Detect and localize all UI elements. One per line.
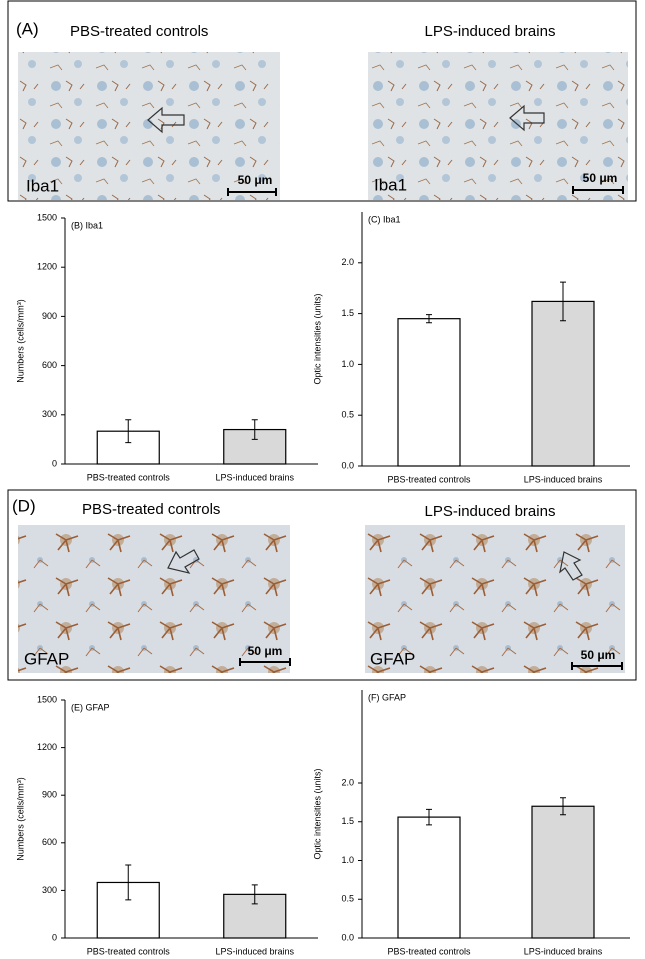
- scale-label: 50 μm: [581, 648, 616, 662]
- y-tick-label: 900: [42, 311, 57, 321]
- panel-title: PBS-treated controls: [82, 501, 220, 518]
- chart-title: (F) GFAP: [368, 692, 406, 702]
- y-tick-label: 2.0: [341, 777, 354, 787]
- stain-label: GFAP: [370, 649, 415, 668]
- scale-bar: [227, 188, 277, 196]
- arrow: [167, 549, 200, 574]
- x-tick-label: PBS-treated controls: [387, 946, 471, 956]
- y-tick-label: 0.5: [341, 894, 354, 904]
- y-tick-label: 300: [42, 885, 57, 895]
- error-bar: [426, 808, 432, 826]
- y-axis-title: Numbers (cells/mm³): [15, 777, 25, 861]
- y-tick-label: 1.0: [341, 359, 354, 369]
- error-bar: [426, 314, 432, 324]
- panel-label: (D): [12, 496, 36, 515]
- y-tick-label: 1.5: [341, 816, 354, 826]
- chart-title: (E) GFAP: [71, 702, 110, 712]
- y-tick-label: 1200: [37, 742, 57, 752]
- y-tick-label: 1500: [37, 694, 57, 704]
- micrograph: [368, 52, 628, 200]
- y-tick-label: 1.0: [341, 855, 354, 865]
- x-tick-label: PBS-treated controls: [87, 946, 171, 956]
- error-bar: [125, 419, 132, 444]
- y-tick-label: 1200: [37, 262, 57, 272]
- y-tick-label: 0.0: [341, 460, 354, 470]
- y-tick-label: 2.0: [341, 257, 354, 267]
- error-bar: [560, 281, 566, 322]
- error-bar: [251, 884, 258, 905]
- error-bar: [125, 864, 132, 901]
- stain-label: Iba1: [26, 176, 59, 195]
- x-tick-label: PBS-treated controls: [387, 474, 471, 484]
- x-tick-label: LPS-induced brains: [215, 946, 294, 956]
- x-tick-label: LPS-induced brains: [524, 946, 603, 956]
- y-tick-label: 1.5: [341, 308, 354, 318]
- panel-label: (A): [16, 19, 39, 38]
- y-tick-label: 900: [42, 790, 57, 800]
- chart-title: (C) Iba1: [368, 214, 401, 224]
- y-axis-title: Optic intensities (units): [312, 768, 322, 859]
- panel-title: LPS-induced brains: [425, 23, 556, 40]
- chart-title: (B) Iba1: [71, 220, 103, 230]
- scale-label: 50 μm: [238, 173, 273, 187]
- arrow: [509, 104, 545, 132]
- bar: [531, 300, 595, 467]
- x-tick-label: LPS-induced brains: [215, 472, 294, 482]
- x-tick-label: PBS-treated controls: [87, 472, 171, 482]
- panel-title: LPS-induced brains: [425, 503, 556, 520]
- y-tick-label: 0.0: [341, 932, 354, 942]
- y-tick-label: 300: [42, 409, 57, 419]
- micrograph: [18, 52, 280, 200]
- arrow: [559, 551, 583, 581]
- scale-bar: [239, 658, 291, 666]
- error-bar: [251, 419, 258, 440]
- scale-label: 50 μm: [583, 171, 618, 185]
- arrow: [147, 106, 185, 134]
- stain-label: GFAP: [24, 649, 69, 668]
- y-axis-title: Numbers (cells/mm³): [15, 299, 25, 383]
- y-tick-label: 0.5: [341, 410, 354, 420]
- bar: [397, 816, 461, 939]
- error-bar: [560, 797, 566, 816]
- y-tick-label: 0: [52, 458, 57, 468]
- micrograph: [18, 525, 290, 673]
- scale-bar: [572, 186, 624, 194]
- scale-bar: [571, 662, 623, 670]
- stain-label: Iba1: [374, 175, 407, 194]
- scale-label: 50 μm: [248, 644, 283, 658]
- y-tick-label: 600: [42, 360, 57, 370]
- bar: [397, 318, 461, 467]
- panel-frame: [7, 489, 637, 681]
- y-tick-label: 0: [52, 932, 57, 942]
- y-axis-title: Optic intensities (units): [312, 293, 322, 384]
- y-tick-label: 600: [42, 837, 57, 847]
- panel-frame: [7, 0, 637, 202]
- micrograph: [365, 525, 625, 673]
- panel-title: PBS-treated controls: [70, 23, 208, 40]
- bar: [531, 805, 595, 939]
- x-tick-label: LPS-induced brains: [524, 474, 603, 484]
- y-tick-label: 1500: [37, 212, 57, 222]
